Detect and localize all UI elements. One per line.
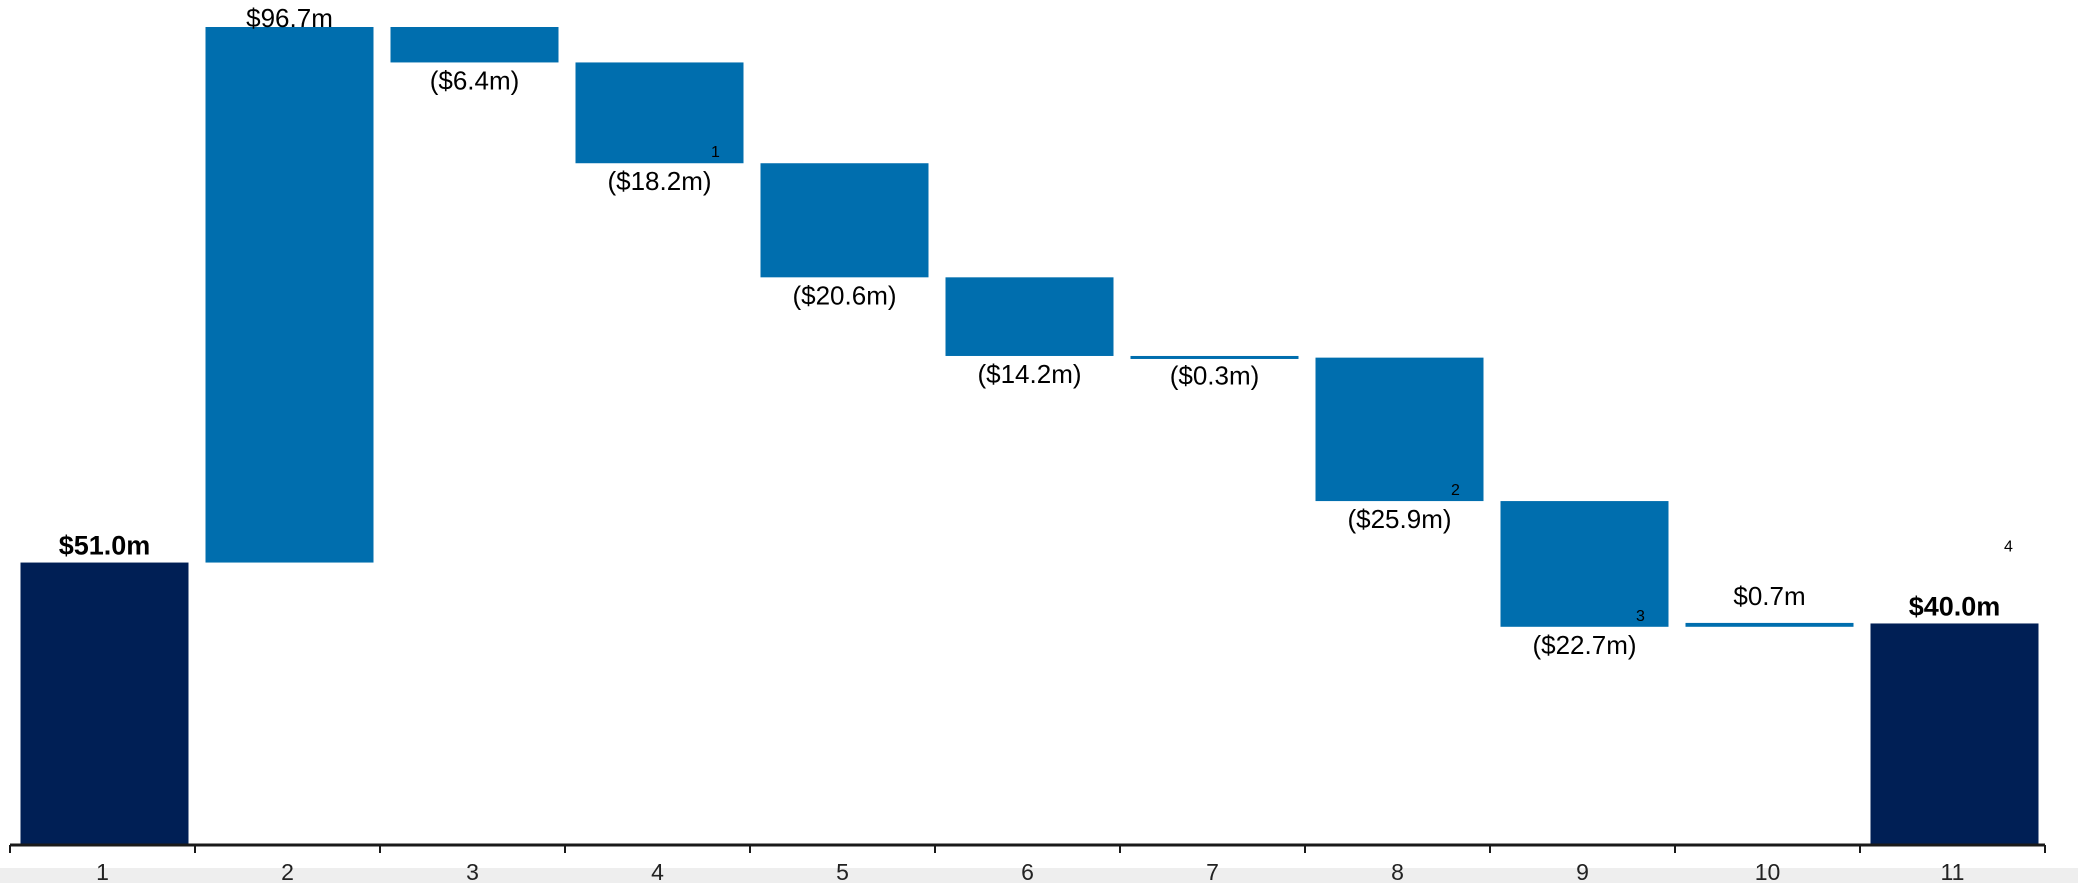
value-label-9: ($22.7m) <box>1532 630 1636 660</box>
bar-4 <box>575 62 744 164</box>
bar-3 <box>390 27 559 63</box>
value-label-7: ($0.3m) <box>1170 361 1260 391</box>
footnote-marker-3: 3 <box>1636 608 1645 625</box>
value-label-4: ($18.2m) <box>607 166 711 196</box>
bar-11 <box>1870 623 2039 845</box>
x-tick-label-1: 1 <box>96 859 109 883</box>
x-tick-label-11: 11 <box>1941 859 1965 883</box>
x-tick-label-8: 8 <box>1391 859 1404 883</box>
value-label-8: ($25.9m) <box>1347 504 1451 534</box>
x-tick-label-9: 9 <box>1576 859 1589 883</box>
bar-2 <box>205 27 374 563</box>
x-tick-label-5: 5 <box>836 859 849 883</box>
value-label-10: $0.7m <box>1733 581 1805 611</box>
x-tick-label-7: 7 <box>1206 859 1219 883</box>
x-tick-label-4: 4 <box>651 859 664 883</box>
bar-1 <box>20 562 189 845</box>
value-labels-group: $51.0m $96.7m ($6.4m) ($18.2m)1 ($20.6m) ($14… <box>59 3 2013 660</box>
bar-5 <box>760 163 929 278</box>
x-axis: 1 2 3 4 5 6 7 8 9 10 11 <box>9 843 2046 883</box>
x-tick-label-10: 10 <box>1755 859 1781 883</box>
x-tick-label-6: 6 <box>1021 859 1034 883</box>
bar-9 <box>1500 501 1669 627</box>
value-label-5: ($20.6m) <box>792 280 896 310</box>
value-label-1: $51.0m <box>59 531 151 561</box>
bar-10 <box>1685 622 1854 627</box>
value-label-2: $96.7m <box>246 3 333 33</box>
footnote-marker-4: 4 <box>2004 538 2013 555</box>
x-tick-label-3: 3 <box>466 859 479 883</box>
x-tick-label-2: 2 <box>281 859 294 883</box>
value-label-6: ($14.2m) <box>977 359 1081 389</box>
bar-6 <box>945 277 1114 356</box>
value-label-11: $40.0m <box>1909 591 2001 621</box>
value-label-3: ($6.4m) <box>430 65 520 95</box>
footnote-marker-1: 1 <box>711 144 720 161</box>
bar-8 <box>1315 357 1484 502</box>
bars-group <box>20 27 2039 845</box>
bar-7 <box>1130 355 1299 359</box>
bottom-band <box>0 868 2078 883</box>
footnote-marker-2: 2 <box>1451 482 1460 499</box>
